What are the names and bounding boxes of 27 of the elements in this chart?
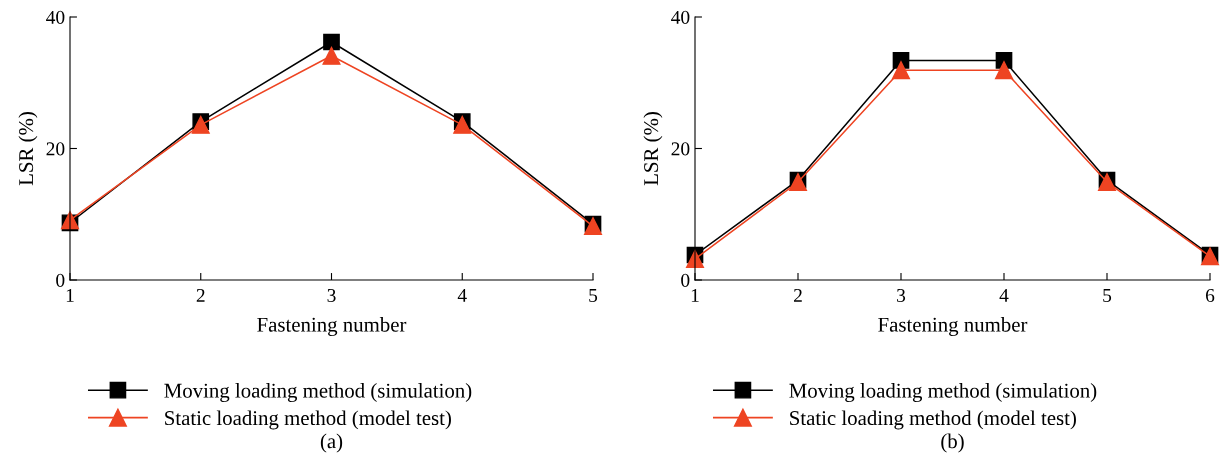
x-tick-label: 5 xyxy=(1103,289,1112,303)
y-tick-label: 20 xyxy=(46,142,65,156)
text: (b) xyxy=(941,433,964,453)
x-tick-label: 4 xyxy=(999,289,1009,302)
x-tick-label: 2 xyxy=(793,288,802,302)
y-tick-label: 20 xyxy=(671,142,690,156)
x-axis-title: Fastening number xyxy=(257,317,407,337)
legend-label: Static loading method (model test) xyxy=(790,410,1076,430)
x-tick-label: 3 xyxy=(897,288,906,303)
y-tick-label: 40 xyxy=(671,10,690,24)
x-tick-label: 6 xyxy=(1205,288,1215,303)
y-tick-label: 0 xyxy=(56,273,65,287)
legend-label: Moving loading method (simulation) xyxy=(789,383,1097,402)
text: (a) xyxy=(320,433,343,453)
legend-label: Moving loading method (simulation) xyxy=(164,383,472,402)
x-tick-label: 2 xyxy=(196,288,205,302)
x-tick-label: 1 xyxy=(691,288,699,302)
x-axis-title: Fastening number xyxy=(878,317,1028,337)
x-tick-label: 1 xyxy=(66,288,74,302)
y-tick-label: 40 xyxy=(46,10,65,24)
x-tick-label: 5 xyxy=(589,289,598,303)
y-axis-title: LSR (%) xyxy=(643,112,663,186)
x-tick-label: 3 xyxy=(327,288,336,303)
x-tick-label: 4 xyxy=(457,289,467,302)
y-tick-label: 0 xyxy=(681,273,690,287)
legend-label: Static loading method (model test) xyxy=(165,410,451,430)
y-axis-title: LSR (%) xyxy=(18,112,38,186)
